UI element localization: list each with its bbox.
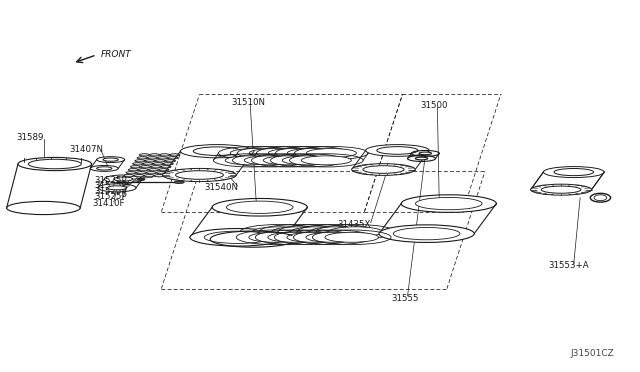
Ellipse shape — [329, 227, 382, 237]
Ellipse shape — [143, 163, 153, 165]
Ellipse shape — [147, 157, 157, 159]
Ellipse shape — [168, 157, 178, 159]
Ellipse shape — [301, 156, 351, 165]
Text: J31501CZ: J31501CZ — [571, 349, 614, 358]
Ellipse shape — [128, 169, 138, 171]
Ellipse shape — [415, 198, 482, 210]
Ellipse shape — [225, 156, 275, 165]
Ellipse shape — [272, 227, 325, 237]
Ellipse shape — [268, 232, 321, 242]
Ellipse shape — [193, 147, 241, 155]
Ellipse shape — [554, 169, 593, 176]
Ellipse shape — [307, 148, 356, 157]
Text: 31525P: 31525P — [95, 187, 127, 196]
Ellipse shape — [204, 231, 271, 243]
Ellipse shape — [230, 148, 280, 157]
Ellipse shape — [138, 169, 148, 171]
Ellipse shape — [352, 164, 415, 175]
Ellipse shape — [365, 145, 429, 156]
Ellipse shape — [156, 160, 165, 162]
Ellipse shape — [131, 166, 141, 168]
Ellipse shape — [541, 186, 581, 193]
Ellipse shape — [282, 156, 332, 165]
Ellipse shape — [140, 154, 150, 156]
Ellipse shape — [379, 225, 474, 243]
Text: 31510N: 31510N — [231, 98, 265, 107]
Ellipse shape — [310, 227, 364, 237]
Ellipse shape — [163, 169, 236, 182]
Ellipse shape — [156, 171, 166, 174]
Ellipse shape — [124, 174, 134, 177]
Ellipse shape — [136, 171, 147, 174]
Ellipse shape — [325, 232, 378, 242]
Ellipse shape — [134, 174, 144, 177]
Ellipse shape — [174, 181, 184, 183]
Ellipse shape — [250, 148, 300, 157]
Text: 31525P: 31525P — [95, 181, 127, 190]
Ellipse shape — [145, 160, 156, 162]
Ellipse shape — [287, 148, 337, 157]
Ellipse shape — [165, 160, 175, 162]
Text: 31540N: 31540N — [205, 183, 239, 192]
Ellipse shape — [28, 159, 81, 169]
Ellipse shape — [393, 228, 460, 240]
Ellipse shape — [153, 163, 163, 165]
Ellipse shape — [291, 227, 344, 237]
Text: 31589: 31589 — [17, 133, 44, 142]
Ellipse shape — [141, 166, 151, 168]
Text: 31407N: 31407N — [69, 145, 104, 154]
Ellipse shape — [253, 227, 306, 237]
Ellipse shape — [419, 152, 431, 155]
Ellipse shape — [175, 171, 223, 179]
Ellipse shape — [170, 154, 180, 156]
Text: FRONT: FRONT — [101, 49, 132, 58]
Ellipse shape — [159, 154, 170, 156]
Ellipse shape — [594, 195, 607, 201]
Text: 31500: 31500 — [420, 101, 448, 110]
Ellipse shape — [148, 169, 159, 171]
Ellipse shape — [154, 174, 164, 177]
Ellipse shape — [147, 171, 156, 174]
Ellipse shape — [159, 169, 169, 171]
Ellipse shape — [363, 166, 404, 173]
Ellipse shape — [190, 228, 285, 246]
Ellipse shape — [157, 157, 168, 159]
Ellipse shape — [137, 178, 145, 180]
Ellipse shape — [161, 166, 171, 168]
Ellipse shape — [151, 166, 161, 168]
Ellipse shape — [263, 156, 314, 165]
Ellipse shape — [244, 156, 294, 165]
Ellipse shape — [108, 186, 127, 190]
Ellipse shape — [543, 167, 604, 177]
Ellipse shape — [415, 157, 428, 160]
Ellipse shape — [114, 177, 133, 181]
Ellipse shape — [103, 158, 118, 161]
Ellipse shape — [18, 157, 92, 171]
Ellipse shape — [97, 167, 112, 170]
Ellipse shape — [401, 195, 497, 212]
Text: 31435X: 31435X — [338, 220, 371, 229]
Ellipse shape — [132, 163, 143, 165]
Text: 31525P: 31525P — [95, 192, 127, 202]
Ellipse shape — [377, 147, 418, 154]
Ellipse shape — [180, 145, 254, 158]
Ellipse shape — [212, 198, 307, 216]
Ellipse shape — [249, 232, 302, 242]
Ellipse shape — [163, 163, 173, 165]
Ellipse shape — [126, 171, 136, 174]
Text: 31555: 31555 — [391, 294, 419, 303]
Ellipse shape — [137, 157, 147, 159]
Text: 31525P: 31525P — [95, 176, 127, 185]
Ellipse shape — [531, 184, 591, 195]
Text: 31553+A: 31553+A — [548, 262, 589, 270]
Ellipse shape — [306, 232, 360, 242]
Text: 31410F: 31410F — [93, 199, 125, 208]
Ellipse shape — [287, 232, 340, 242]
Ellipse shape — [227, 201, 293, 214]
Ellipse shape — [6, 201, 80, 215]
Ellipse shape — [150, 154, 159, 156]
Ellipse shape — [135, 160, 145, 162]
Ellipse shape — [144, 174, 154, 177]
Ellipse shape — [268, 148, 318, 157]
